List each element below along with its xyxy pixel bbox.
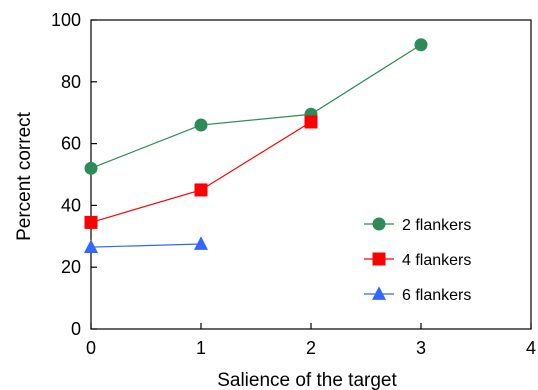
- data-point-circle: [414, 38, 428, 52]
- plot-frame: [90, 19, 532, 330]
- data-point-circle: [84, 161, 98, 175]
- series-line: [90, 44, 422, 169]
- series-triangle: [84, 236, 208, 253]
- y-tick-label: 80: [61, 72, 81, 92]
- legend-label: 2 flankers: [402, 217, 471, 234]
- legend-item: 4 flankers: [364, 252, 471, 269]
- series-circle: [84, 38, 428, 175]
- y-axis-ticks: 0 20 40 60 80 100: [51, 10, 97, 339]
- y-tick-label: 100: [51, 10, 81, 30]
- series-line: [90, 121, 312, 223]
- x-tick-label: 1: [196, 338, 206, 358]
- legend-marker-square: [372, 252, 386, 266]
- legend-label: 6 flankers: [402, 287, 471, 304]
- x-tick-label: 0: [86, 338, 96, 358]
- y-axis-title: Percent correct: [14, 111, 35, 241]
- x-tick-label: 2: [306, 338, 316, 358]
- y-tick-label: 60: [61, 134, 81, 154]
- data-point-square: [84, 215, 98, 229]
- x-tick-label: 3: [416, 338, 426, 358]
- y-tick-label: 40: [61, 195, 81, 215]
- legend-item: 6 flankers: [364, 286, 471, 304]
- legend-marker-triangle: [372, 286, 386, 300]
- x-tick-label: 4: [526, 338, 536, 358]
- data-point-circle: [194, 118, 208, 132]
- legend: 2 flankers 4 flankers 6 flankers: [364, 217, 471, 304]
- legend-item: 2 flankers: [364, 217, 471, 234]
- data-point-square: [194, 183, 208, 197]
- series-line: [90, 243, 202, 248]
- series-square: [84, 115, 318, 229]
- x-axis-ticks: 0 1 2 3 4: [86, 323, 536, 358]
- x-axis-title: Salience of the target: [217, 370, 397, 390]
- legend-label: 4 flankers: [402, 252, 471, 269]
- data-point-square: [304, 115, 318, 129]
- data-point-triangle: [194, 236, 208, 250]
- y-tick-label: 0: [71, 319, 81, 339]
- legend-marker-circle: [372, 217, 386, 231]
- y-tick-label: 20: [61, 257, 81, 277]
- data-point-triangle: [84, 239, 98, 253]
- plot-area: [90, 19, 532, 330]
- series-layer: [84, 38, 428, 253]
